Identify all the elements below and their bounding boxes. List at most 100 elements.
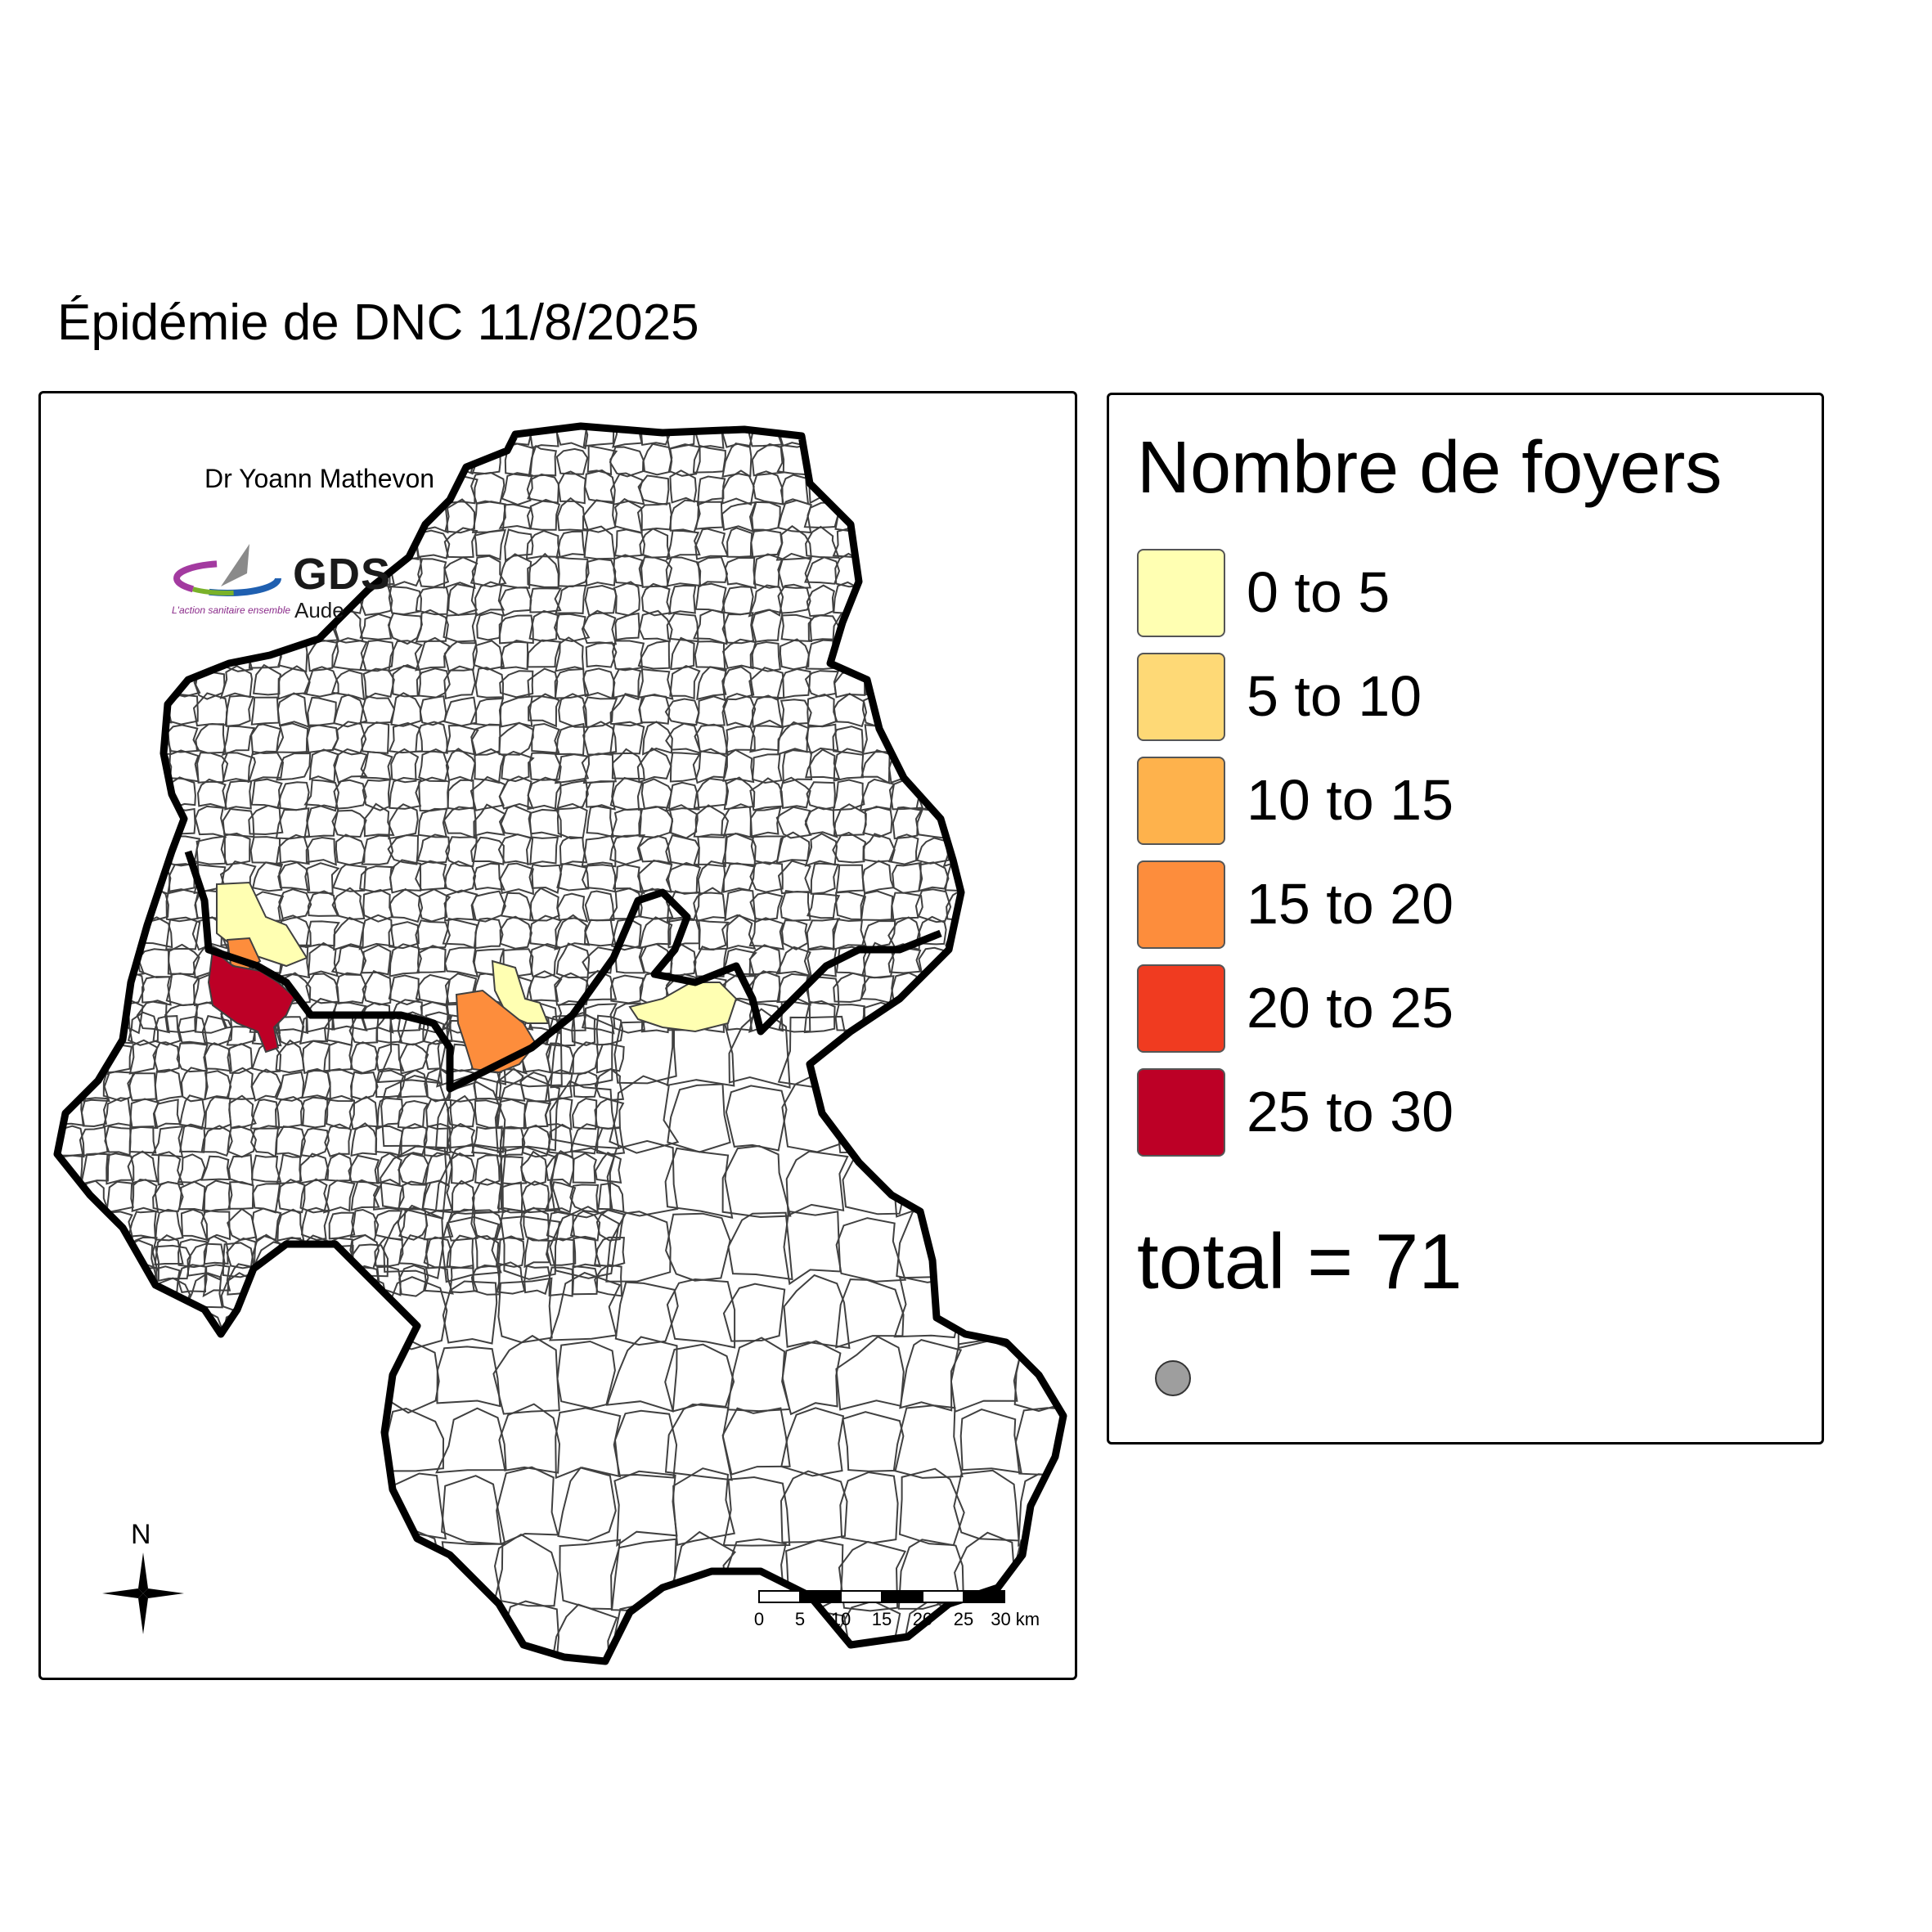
commune-boundary — [203, 1235, 229, 1265]
commune-boundary — [330, 669, 366, 701]
commune-boundary — [610, 918, 642, 951]
commune-boundary — [806, 584, 835, 618]
commune-boundary — [670, 943, 697, 977]
commune-boundary — [555, 447, 589, 475]
commune-boundary — [863, 441, 895, 476]
commune-boundary — [806, 443, 838, 477]
commune-boundary — [333, 748, 368, 784]
commune-boundary — [860, 472, 895, 506]
commune-boundary — [1000, 667, 1034, 700]
commune-boundary — [84, 1308, 126, 1346]
commune-boundary — [696, 666, 727, 701]
gds-logo: GDS Aude L'action sanitaire ensemble — [172, 537, 417, 627]
commune-boundary — [398, 1265, 427, 1297]
commune-boundary — [447, 779, 475, 811]
commune-boundary — [500, 1215, 561, 1280]
commune-boundary — [664, 1147, 734, 1219]
commune-boundary — [595, 1126, 626, 1156]
commune-boundary — [500, 639, 529, 671]
commune-boundary — [888, 426, 923, 450]
commune-boundary — [300, 1265, 331, 1295]
commune-boundary — [833, 972, 866, 1004]
commune-boundary — [324, 1067, 355, 1103]
commune-boundary — [424, 1067, 452, 1103]
commune-boundary — [419, 695, 447, 726]
commune-boundary — [57, 720, 89, 753]
commune-boundary — [613, 944, 645, 974]
commune-boundary — [111, 726, 142, 755]
commune-boundary — [586, 804, 614, 838]
commune-boundary — [335, 972, 367, 1005]
commune-boundary — [1003, 640, 1036, 671]
commune-boundary — [353, 1308, 385, 1346]
commune-boundary — [137, 581, 170, 616]
commune-boundary — [605, 1211, 672, 1283]
commune-boundary — [164, 473, 196, 505]
commune-boundary — [396, 1069, 429, 1099]
commune-boundary — [919, 471, 949, 503]
commune-boundary — [362, 969, 392, 1006]
commune-boundary — [193, 835, 227, 865]
commune-boundary — [350, 1071, 379, 1100]
scale-tick-label: 0 — [753, 1609, 765, 1629]
commune-boundary — [670, 636, 695, 671]
commune-boundary — [555, 584, 587, 614]
commune-boundary — [228, 1094, 257, 1130]
commune-boundary — [780, 919, 809, 950]
commune-boundary — [443, 668, 476, 700]
commune-boundary — [833, 692, 868, 728]
department-map — [53, 422, 1067, 1665]
commune-boundary — [556, 892, 589, 923]
commune-boundary — [84, 584, 117, 615]
compass-rose-icon — [102, 1552, 184, 1634]
commune-boundary — [499, 1126, 526, 1157]
commune-boundary — [278, 888, 312, 922]
commune-boundary — [664, 698, 700, 726]
commune-boundary — [445, 836, 478, 867]
commune-boundary — [641, 443, 673, 476]
commune-boundary — [57, 1241, 93, 1282]
commune-boundary — [803, 947, 838, 978]
logo-gds-text: GDS — [293, 550, 392, 599]
commune-boundary — [138, 609, 173, 643]
commune-boundary — [499, 586, 532, 618]
commune-boundary — [415, 586, 450, 616]
commune-boundary — [725, 1085, 788, 1152]
commune-boundary — [474, 917, 504, 950]
commune-boundary — [303, 779, 340, 812]
commune-boundary — [1027, 557, 1062, 589]
commune-boundary — [721, 501, 757, 533]
commune-boundary — [324, 1123, 353, 1157]
legend-label: 0 to 5 — [1247, 560, 1391, 624]
commune-boundary — [610, 807, 642, 838]
commune-boundary — [57, 691, 88, 726]
commune-boundary — [1029, 666, 1060, 701]
commune-boundary — [388, 500, 422, 533]
commune-boundary — [470, 890, 506, 923]
commune-boundary — [500, 892, 535, 922]
commune-boundary — [721, 1407, 791, 1476]
commune-boundary — [555, 1407, 622, 1480]
commune-boundary — [85, 1273, 128, 1311]
commune-boundary — [862, 553, 896, 587]
commune-boundary — [956, 1141, 1012, 1213]
commune-boundary — [859, 426, 893, 447]
commune-boundary — [1007, 1008, 1063, 1081]
commune-boundary — [474, 1154, 501, 1186]
commune-boundary — [131, 1179, 160, 1214]
commune-boundary — [1008, 1210, 1063, 1280]
commune-boundary — [693, 946, 728, 977]
commune-boundary — [360, 1001, 394, 1034]
commune-boundary — [376, 1011, 445, 1085]
commune-boundary — [151, 1308, 193, 1347]
commune-boundary — [832, 831, 867, 864]
commune-boundary — [451, 1152, 476, 1185]
commune-boundary — [136, 1000, 170, 1034]
commune-boundary — [694, 640, 726, 672]
commune-boundary — [281, 1272, 320, 1314]
commune-boundary — [416, 833, 451, 864]
commune-boundary — [887, 501, 922, 532]
commune-boundary — [863, 501, 896, 533]
commune-boundary — [361, 834, 394, 865]
commune-boundary — [137, 525, 172, 561]
